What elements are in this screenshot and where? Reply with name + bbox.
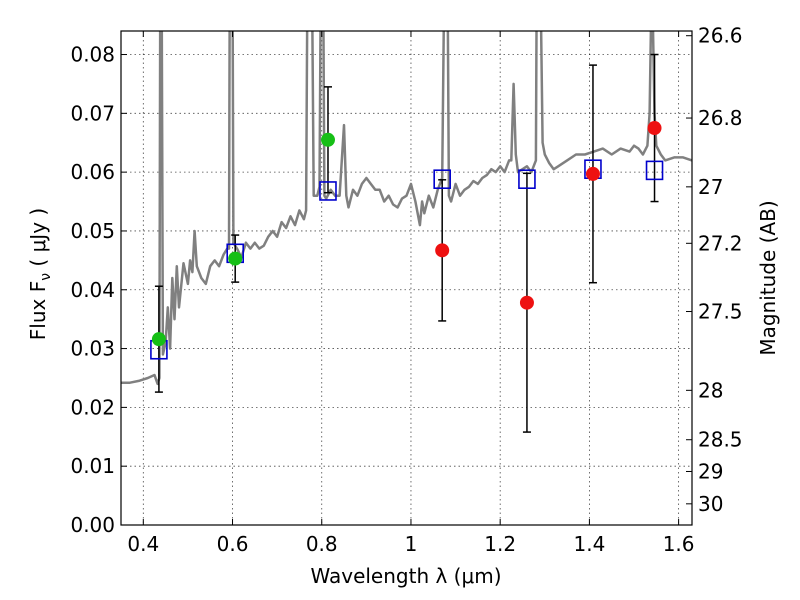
spectrum-layer xyxy=(121,31,692,386)
y2-tick-label: 28 xyxy=(698,378,723,402)
model-square-marker xyxy=(433,169,451,189)
plot-frame xyxy=(120,30,693,526)
y-tick-label: 0.08 xyxy=(70,43,115,67)
x-axis-label: Wavelength λ (μm) xyxy=(310,564,501,588)
y-axis-label: Flux Fν ( μJy ) xyxy=(26,208,54,340)
y-tick-label: 0.00 xyxy=(70,513,115,537)
y-axis-label-subscript: ν xyxy=(38,273,54,281)
red-data-point xyxy=(585,166,600,181)
y-tick-label: 0.01 xyxy=(70,454,115,478)
red-data-point xyxy=(435,243,450,258)
green-data-point xyxy=(228,251,243,266)
y-tick-label: 0.02 xyxy=(70,395,115,419)
x-tick-label: 1.2 xyxy=(484,532,516,556)
y-tick-label: 0.05 xyxy=(70,219,115,243)
green-data-point xyxy=(151,332,166,347)
points-layer xyxy=(150,53,664,433)
y-tick-label: 0.07 xyxy=(70,101,115,125)
x-tick-label: 0.8 xyxy=(306,532,338,556)
y2-tick-label: 29 xyxy=(698,459,723,483)
x-tick-label: 1.6 xyxy=(663,532,695,556)
y-tick-label: 0.04 xyxy=(70,278,115,302)
y-axis-label-unit: ( μJy ) xyxy=(26,208,50,273)
axis-ticks: 0.4 0.6 0.8 1 1.2 1.4 1.6 0.00 0.01 0.02 0.03 0.04 0… xyxy=(70,24,742,556)
y-axis-label-main: Flux F xyxy=(26,281,50,340)
y2-tick-label: 26.8 xyxy=(698,106,743,130)
model-square-marker xyxy=(645,160,664,181)
model-square-marker xyxy=(518,169,536,189)
y2-tick-label: 27.2 xyxy=(698,231,743,255)
x-tick-label: 0.6 xyxy=(217,532,249,556)
x-tick-label: 1 xyxy=(405,532,418,556)
model-square-marker xyxy=(319,181,337,201)
green-data-point xyxy=(320,132,335,147)
y2-tick-label: 30 xyxy=(698,492,723,516)
right-axis-label: Magnitude (AB) xyxy=(756,200,780,355)
red-data-point xyxy=(519,295,534,310)
x-tick-label: 0.4 xyxy=(127,532,159,556)
y-tick-label: 0.03 xyxy=(70,337,115,361)
y2-tick-label: 27.5 xyxy=(698,300,743,324)
y2-tick-label: 26.6 xyxy=(698,24,743,48)
y2-tick-label: 28.5 xyxy=(698,428,743,452)
spectrum-line xyxy=(121,31,692,386)
y2-tick-label: 27 xyxy=(698,175,723,199)
y-tick-label: 0.06 xyxy=(70,160,115,184)
x-tick-label: 1.4 xyxy=(573,532,605,556)
red-data-point xyxy=(647,121,662,136)
